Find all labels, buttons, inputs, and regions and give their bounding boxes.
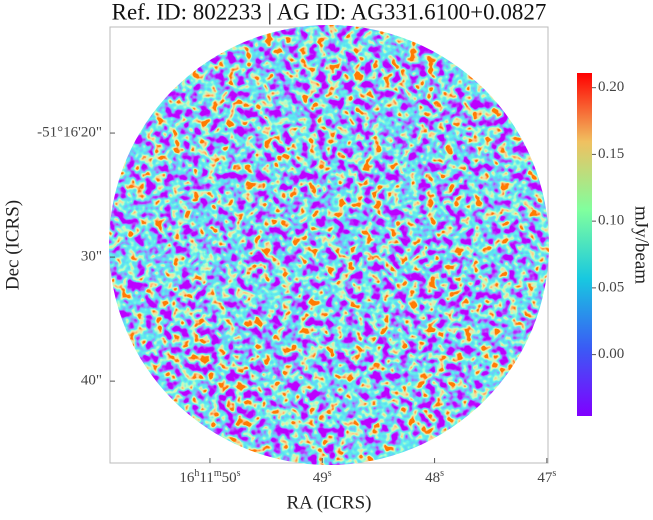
y-tick-label: -51°16'20" [37, 124, 102, 140]
x-axis-label: RA (ICRS) [287, 492, 372, 513]
y-tick-label: 40" [81, 373, 102, 389]
x-tick-label: 48s [425, 468, 444, 487]
colorbar [577, 73, 592, 416]
colorbar-tick-label: 0.10 [598, 213, 624, 229]
y-tick-label: 30" [81, 249, 102, 265]
x-tick-label: 16h11m50s [179, 468, 240, 487]
image [109, 25, 549, 465]
colorbar-tick-label: 0.15 [598, 146, 624, 162]
colorbar-label: mJy/beam [631, 206, 652, 284]
image-pixels [109, 25, 549, 465]
y-axis-label: Dec (ICRS) [2, 200, 23, 290]
x-tick-label: 47s [537, 468, 556, 487]
colorbar-tick-label: 0.00 [598, 346, 624, 362]
x-tick-label: 49s [313, 468, 332, 487]
colorbar-tick-label: 0.20 [598, 79, 624, 95]
chart-title: Ref. ID: 802233 | AG ID: AG331.6100+0.08… [112, 0, 547, 24]
colorbar-tick-label: 0.05 [598, 279, 624, 295]
